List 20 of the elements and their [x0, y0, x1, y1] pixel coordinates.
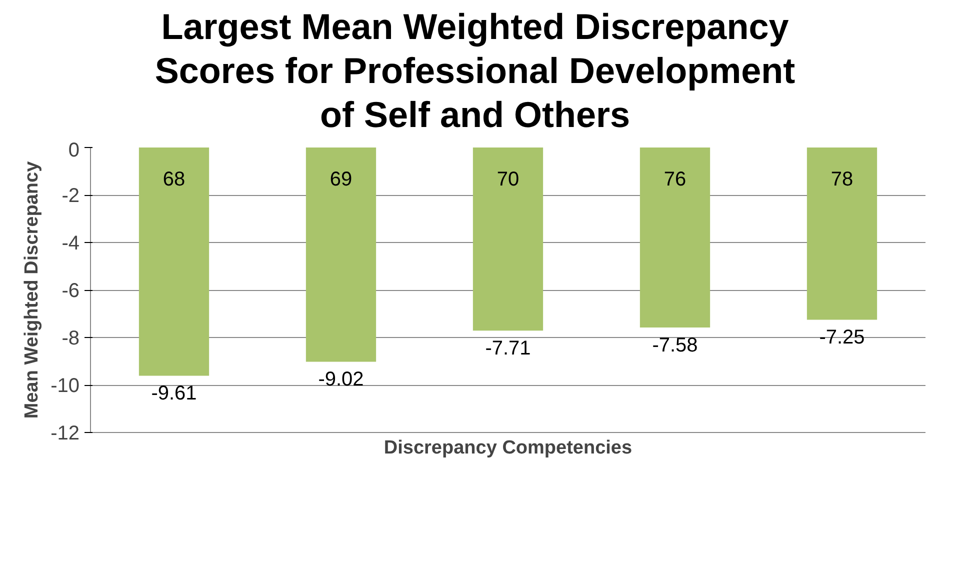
- x-tick-label: 70: [496, 168, 520, 190]
- x-tick-label: 78: [830, 168, 854, 190]
- data-label: -9.02: [318, 368, 364, 390]
- x-axis-title: Discrepancy Competencies: [384, 437, 632, 458]
- y-tick-label: -4: [62, 232, 80, 254]
- data-label: -7.25: [819, 326, 865, 348]
- y-axis-title: Mean Weighted Discrepancy: [22, 160, 43, 418]
- y-tick-label: -10: [50, 374, 80, 397]
- data-label: -9.61: [151, 382, 197, 404]
- y-tick-label: -8: [62, 327, 80, 350]
- chart-title: Largest Mean Weighted Discrepancy Scores for Professional Development of Self and Others: [154, 5, 796, 137]
- y-tick-label: -6: [62, 280, 80, 302]
- data-label: -7.58: [652, 334, 698, 356]
- y-tick-label: -12: [50, 422, 80, 444]
- x-tick-label: 69: [330, 168, 352, 190]
- x-tick-label: 68: [162, 168, 186, 190]
- y-tick-label: 0: [68, 139, 80, 162]
- x-tick-label: 76: [664, 168, 686, 190]
- data-label: -7.71: [485, 337, 531, 360]
- y-tick-label: -2: [62, 184, 80, 207]
